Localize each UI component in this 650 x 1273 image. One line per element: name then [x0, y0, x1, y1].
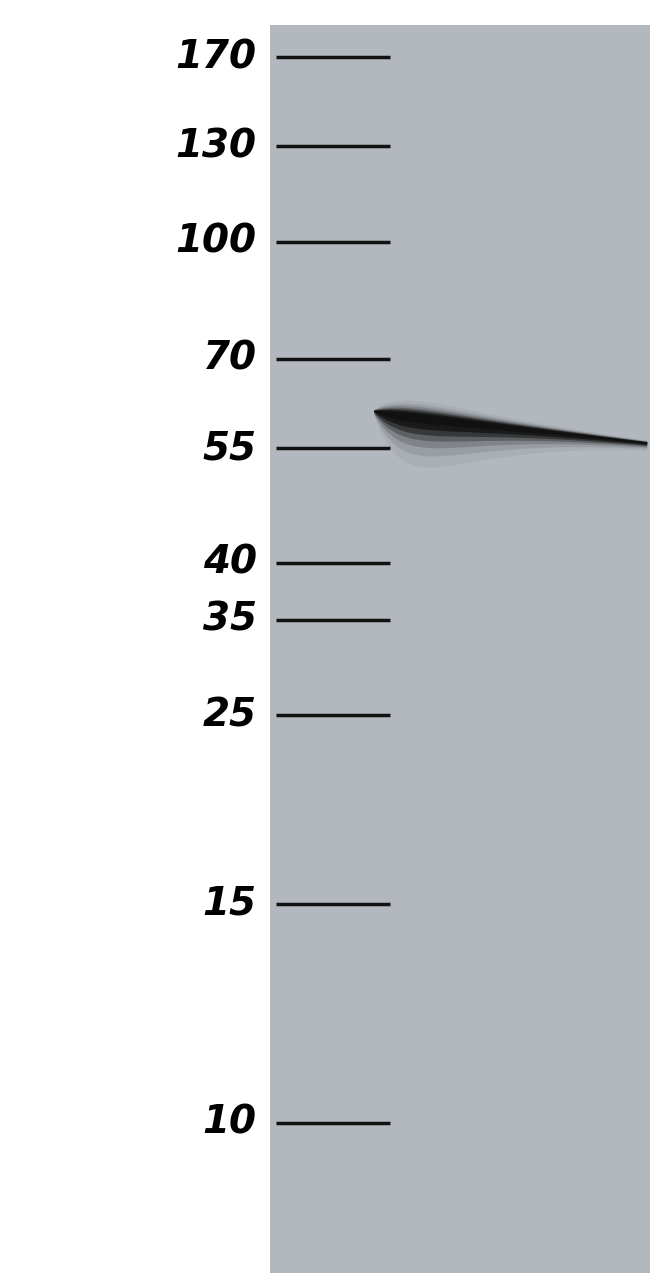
- Text: 40: 40: [203, 544, 257, 582]
- Text: 70: 70: [203, 340, 257, 378]
- Text: 35: 35: [203, 601, 257, 639]
- Text: 25: 25: [203, 696, 257, 735]
- Text: 55: 55: [203, 429, 257, 467]
- Text: 170: 170: [176, 38, 257, 76]
- Text: 130: 130: [176, 127, 257, 165]
- Text: 15: 15: [203, 885, 257, 923]
- Text: 10: 10: [203, 1104, 257, 1142]
- Text: 100: 100: [176, 223, 257, 261]
- Bar: [270, 25, 650, 1273]
